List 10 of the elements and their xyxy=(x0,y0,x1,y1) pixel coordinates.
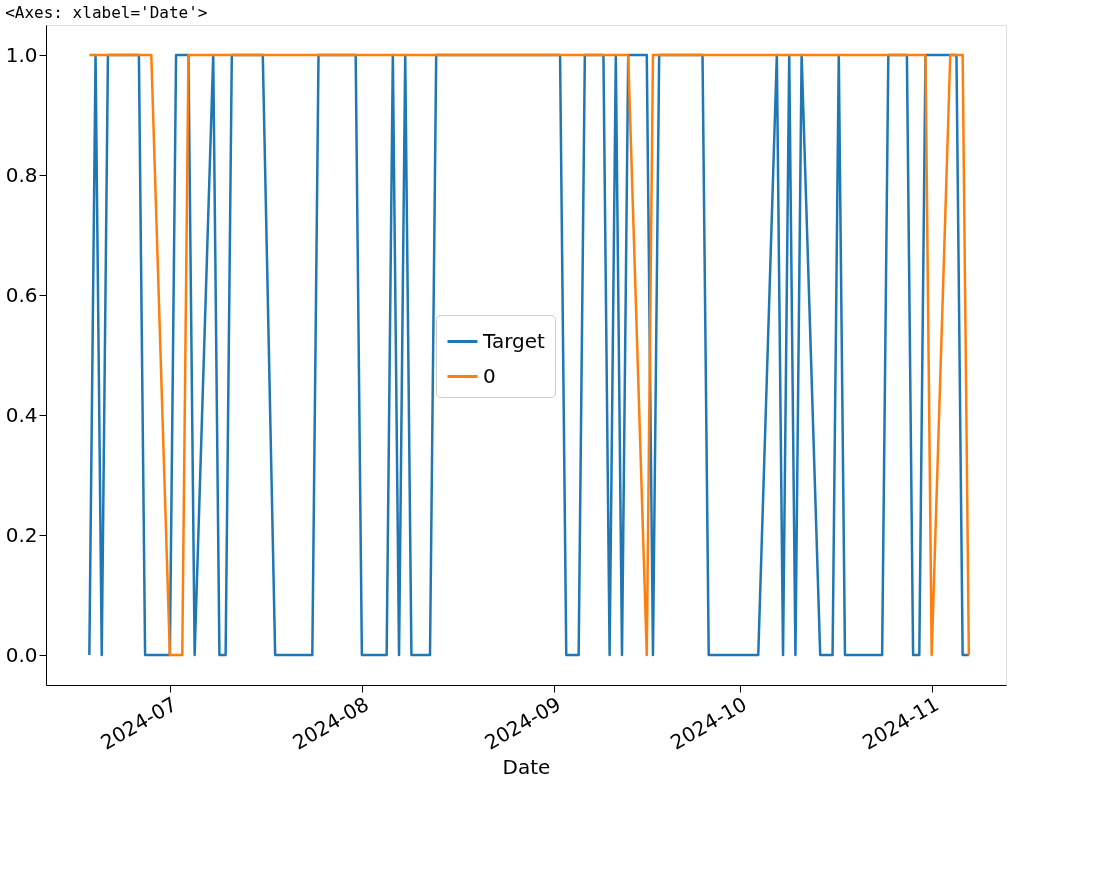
x-axis-title: Date xyxy=(502,754,551,779)
y-tick-label: 0.6 xyxy=(5,282,38,307)
legend-label: Target xyxy=(482,328,546,353)
y-tick-label: 0.4 xyxy=(5,402,38,427)
y-tick-label: 0.8 xyxy=(5,162,38,187)
legend-label: 0 xyxy=(483,363,496,388)
y-tick-label: 0.2 xyxy=(5,522,38,547)
chart-title: <Axes: xlabel='Date'> xyxy=(5,3,208,22)
y-tick-label: 1.0 xyxy=(5,42,38,67)
y-tick-label: 0.0 xyxy=(5,642,38,667)
